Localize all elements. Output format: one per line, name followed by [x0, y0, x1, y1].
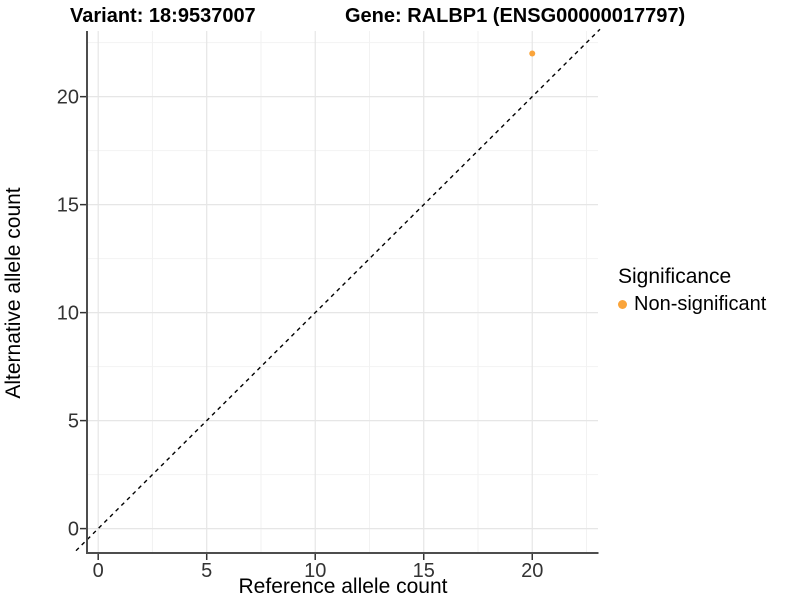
y-tick-label: 15: [57, 195, 79, 217]
legend-label: Non-significant: [634, 293, 767, 315]
legend-items: Non-significant: [612, 291, 766, 317]
x-tick-label: 20: [521, 560, 543, 582]
x-tick-label: 5: [201, 560, 212, 582]
x-tick-label: 10: [304, 560, 326, 582]
legend-item: Non-significant: [612, 291, 766, 317]
legend-title: Significance: [618, 265, 732, 288]
identity-dashed-line: [75, 28, 601, 552]
plot-title-gene: Gene: RALBP1 (ENSG00000017797): [345, 5, 686, 27]
legend-point-icon: [618, 299, 627, 309]
legend: Significance Non-significant: [612, 265, 766, 317]
y-tick-label: 0: [68, 519, 79, 541]
plot-title-variant: Variant: 18:9537007: [70, 5, 256, 27]
y-axis-title: Alternative allele count: [2, 187, 25, 399]
y-tick-label: 10: [57, 303, 79, 325]
x-tick-label: 15: [413, 560, 435, 582]
y-tick-label: 20: [57, 87, 79, 109]
data-point: [529, 50, 536, 57]
x-tick-label: 0: [93, 560, 104, 582]
y-tick-label: 5: [68, 411, 79, 433]
x-axis-title: Reference allele count: [238, 575, 448, 598]
